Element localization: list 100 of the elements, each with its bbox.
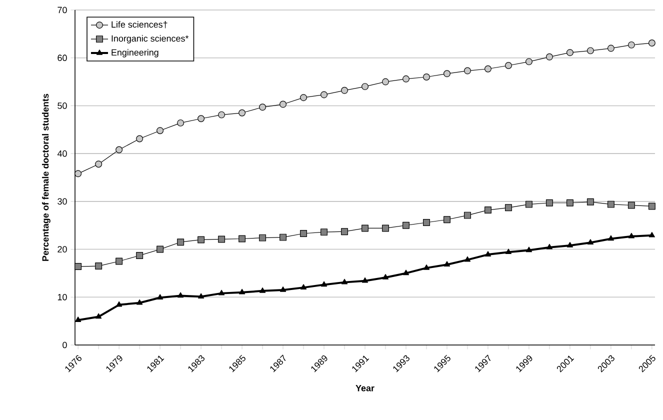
point — [95, 160, 102, 168]
point — [504, 62, 512, 69]
point — [587, 239, 594, 244]
point — [566, 49, 574, 56]
point — [218, 290, 225, 296]
point — [300, 230, 308, 237]
point — [382, 224, 389, 232]
point — [566, 242, 574, 248]
point — [525, 58, 532, 66]
point — [96, 313, 102, 319]
point — [546, 244, 553, 250]
point — [156, 246, 164, 253]
point — [546, 53, 553, 60]
point — [157, 294, 164, 300]
point — [280, 286, 286, 292]
y-tick-label: 50 — [58, 102, 67, 109]
point — [586, 198, 594, 206]
point — [628, 232, 635, 238]
point — [300, 94, 308, 102]
point — [177, 119, 184, 126]
point — [198, 115, 205, 122]
y-tick-label: 40 — [57, 150, 67, 157]
point — [464, 256, 471, 262]
point — [218, 236, 226, 243]
y-tick-label: 60 — [58, 54, 67, 62]
y-tick-label: 70 — [58, 6, 67, 14]
point — [608, 235, 614, 241]
point — [423, 264, 430, 270]
point — [362, 277, 368, 283]
x-axis-title: Year — [356, 385, 374, 392]
point — [546, 199, 553, 206]
point — [648, 202, 656, 210]
point — [423, 218, 430, 226]
point — [177, 238, 184, 246]
point — [464, 212, 471, 219]
point — [464, 67, 471, 74]
point — [259, 234, 266, 242]
point — [116, 258, 123, 265]
point — [362, 224, 368, 232]
point — [444, 70, 450, 78]
point — [116, 146, 123, 154]
point — [505, 248, 512, 254]
y-tick-label: 0 — [62, 342, 67, 348]
point — [628, 41, 635, 48]
point — [402, 75, 410, 82]
point — [526, 246, 532, 252]
point — [116, 301, 122, 307]
point — [259, 104, 266, 111]
point — [648, 232, 655, 238]
point — [525, 200, 532, 208]
point — [238, 288, 246, 294]
point — [259, 287, 266, 293]
point — [280, 100, 287, 108]
point — [136, 299, 143, 305]
point — [74, 170, 82, 178]
legend-label: Life sciences† — [112, 21, 168, 28]
point — [341, 86, 348, 94]
point — [280, 234, 287, 241]
point — [341, 228, 348, 236]
point — [566, 199, 574, 206]
point — [95, 262, 102, 270]
point — [607, 44, 614, 52]
point — [198, 236, 205, 244]
point — [444, 261, 450, 266]
point — [136, 252, 144, 259]
point — [648, 40, 656, 47]
point — [484, 251, 492, 256]
legend-label: Inorganic sciences* — [112, 35, 189, 44]
point — [238, 235, 246, 242]
point — [341, 278, 348, 284]
point — [382, 274, 389, 280]
y-tick-label: 10 — [58, 294, 67, 300]
point — [156, 127, 164, 134]
point — [607, 200, 614, 208]
point — [75, 316, 82, 322]
point — [238, 109, 246, 116]
point — [198, 293, 204, 299]
y-axis-title: Percentage of female doctoral students — [42, 94, 50, 261]
point — [402, 270, 410, 276]
point — [382, 78, 389, 86]
point — [218, 111, 226, 118]
point — [504, 204, 512, 212]
point — [444, 216, 450, 224]
point — [320, 91, 328, 98]
point — [300, 284, 307, 290]
point — [628, 202, 635, 209]
point — [320, 281, 328, 287]
point — [320, 228, 328, 236]
point — [177, 292, 184, 298]
y-tick-label: 30 — [58, 198, 67, 205]
point — [74, 263, 82, 270]
point — [484, 206, 492, 214]
point — [586, 47, 594, 54]
legend-label: Engineering — [112, 49, 158, 58]
y-tick-label: 20 — [58, 246, 67, 252]
point — [362, 83, 368, 90]
point — [423, 74, 430, 80]
point — [136, 135, 144, 142]
point — [484, 65, 492, 72]
point — [402, 222, 410, 229]
